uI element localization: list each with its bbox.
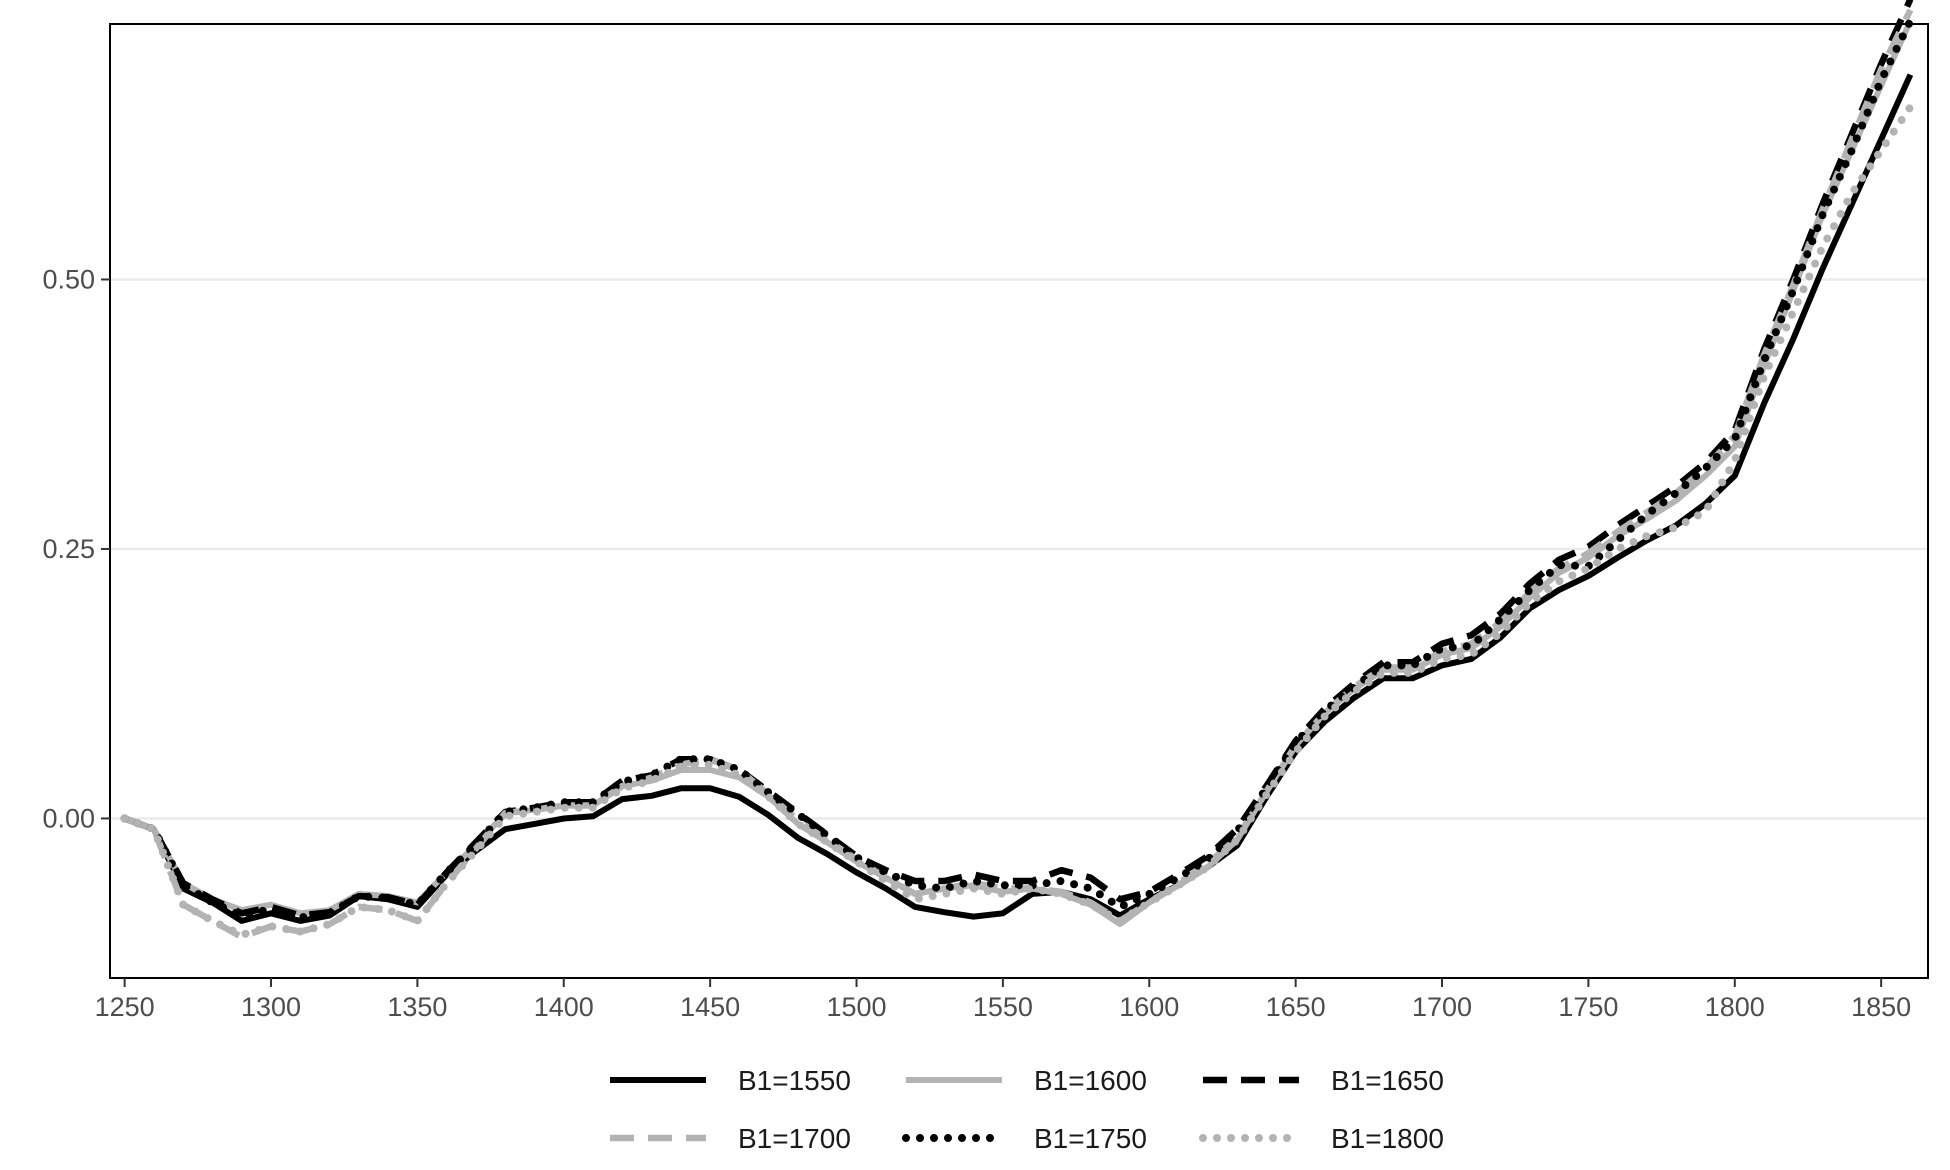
- legend-label: B1=1600: [1034, 1065, 1147, 1096]
- x-tick-label: 1500: [826, 992, 886, 1022]
- legend-label: B1=1650: [1331, 1065, 1444, 1096]
- x-tick-label: 1450: [680, 992, 740, 1022]
- legend-label: B1=1550: [738, 1065, 851, 1096]
- legend-label: B1=1700: [738, 1123, 851, 1154]
- series-line-b1-1750: [120, 16, 1915, 922]
- plot-panel-border: [109, 23, 1929, 979]
- x-tick-label: 1250: [95, 992, 155, 1022]
- x-tick-label: 1600: [1119, 992, 1179, 1022]
- x-tick-label: 1750: [1558, 992, 1618, 1022]
- x-tick-label: 1800: [1705, 992, 1765, 1022]
- legend: B1=1550 B1=1600 B1=1650 B1=1700 B1=1750 B1=18…: [610, 1065, 1444, 1154]
- axes: 1250 1300 1350 1400 1450 1500 1550 1600 1650 1700…: [42, 264, 1911, 1022]
- legend-label: B1=1750: [1034, 1123, 1147, 1154]
- x-tick-label: 1400: [534, 992, 594, 1022]
- grid-lines: [110, 278, 1928, 820]
- x-tick-label: 1650: [1266, 992, 1326, 1022]
- x-tick-label: 1350: [387, 992, 447, 1022]
- y-tick-label: 0.00: [42, 803, 95, 833]
- y-tick-label: 0.25: [42, 534, 95, 564]
- series-line-b1-1800: [120, 103, 1915, 939]
- x-tick-label: 1550: [973, 992, 1033, 1022]
- y-tick-label: 0.50: [42, 264, 95, 294]
- x-tick-label: 1700: [1412, 992, 1472, 1022]
- x-tick-label: 1850: [1851, 992, 1911, 1022]
- x-tick-label: 1300: [241, 992, 301, 1022]
- series-lines: [120, 0, 1915, 941]
- legend-label: B1=1800: [1331, 1123, 1444, 1154]
